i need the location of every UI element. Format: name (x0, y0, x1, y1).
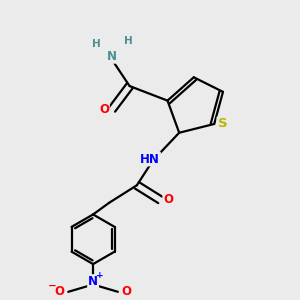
Text: N: N (107, 50, 117, 63)
Text: S: S (218, 118, 227, 130)
Text: H: H (92, 39, 100, 49)
Text: HN: HN (140, 152, 160, 166)
Text: N: N (88, 275, 98, 288)
Text: +: + (96, 271, 103, 280)
Text: O: O (54, 285, 64, 298)
Text: O: O (99, 103, 109, 116)
Text: −: − (48, 280, 57, 290)
Text: O: O (121, 285, 131, 298)
Text: O: O (164, 194, 173, 206)
Text: H: H (124, 36, 133, 46)
